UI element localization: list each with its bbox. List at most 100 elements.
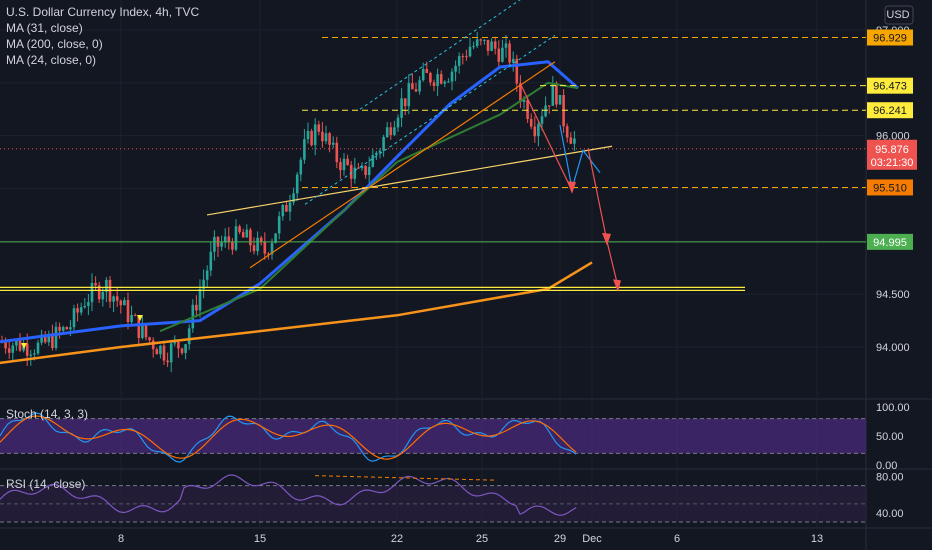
candle-body bbox=[220, 242, 223, 247]
candle-body bbox=[61, 327, 65, 331]
candle-body bbox=[303, 139, 306, 160]
candle-body bbox=[33, 353, 36, 355]
candle-body bbox=[162, 345, 166, 361]
candle-body bbox=[551, 83, 555, 106]
ma31-legend[interactable]: MA (31, close) bbox=[6, 21, 83, 35]
rsi-line bbox=[0, 474, 577, 516]
candle-body bbox=[432, 82, 436, 86]
projection-line bbox=[559, 124, 601, 189]
price-tag-bg bbox=[867, 179, 913, 196]
candle-body bbox=[357, 167, 360, 169]
candle-body bbox=[241, 232, 245, 238]
candle-body bbox=[115, 296, 119, 301]
candle-body bbox=[522, 99, 526, 102]
candle-body bbox=[11, 345, 15, 353]
candle-body bbox=[54, 326, 58, 349]
price-tag-bg bbox=[867, 102, 913, 119]
candle-body bbox=[544, 105, 547, 117]
candle-body bbox=[177, 342, 180, 349]
candle-body bbox=[349, 164, 353, 179]
ma200-legend[interactable]: MA (200, close, 0) bbox=[6, 37, 103, 51]
candle-body bbox=[443, 81, 447, 84]
candle-body bbox=[540, 116, 544, 124]
candle-body bbox=[396, 117, 400, 128]
candle-body bbox=[479, 39, 483, 41]
rsi-label[interactable]: RSI (14, close) bbox=[6, 477, 86, 491]
candle-body bbox=[501, 47, 504, 62]
candle-body bbox=[317, 124, 321, 132]
candle-body bbox=[537, 123, 540, 137]
last-price-tag-bg bbox=[867, 139, 917, 170]
candle-body bbox=[439, 74, 443, 84]
candle-body bbox=[475, 39, 479, 46]
candle-body bbox=[360, 165, 364, 169]
candle-countdown: 03:21:30 bbox=[871, 157, 914, 169]
ma24-legend[interactable]: MA (24, close, 0) bbox=[6, 53, 97, 67]
candle-body bbox=[310, 130, 313, 146]
arrow-head bbox=[613, 279, 621, 293]
candle-body bbox=[180, 348, 184, 353]
candle-body bbox=[144, 325, 148, 338]
candle-body bbox=[277, 216, 281, 234]
candle-body bbox=[457, 56, 461, 66]
candle-body bbox=[385, 127, 389, 138]
candle-body bbox=[256, 237, 259, 252]
candle-body bbox=[569, 137, 573, 144]
candle-body bbox=[454, 65, 457, 72]
candle-body bbox=[184, 344, 187, 353]
candle-body bbox=[331, 142, 335, 145]
candle-body bbox=[515, 58, 519, 84]
candle-body bbox=[555, 83, 558, 105]
price-tag: 96.241 bbox=[873, 105, 907, 117]
stoch-label[interactable]: Stoch (14, 3, 3) bbox=[6, 407, 89, 421]
candle-body bbox=[79, 307, 83, 313]
candle-body bbox=[367, 166, 371, 176]
candle-body bbox=[468, 46, 472, 57]
candle-body bbox=[245, 229, 249, 238]
candle-body bbox=[321, 131, 324, 142]
candle-body bbox=[231, 242, 234, 250]
candle-body bbox=[382, 137, 385, 151]
candle-body bbox=[270, 242, 274, 255]
candle-body bbox=[195, 304, 198, 311]
price-tick: 94.000 bbox=[876, 342, 910, 354]
candle-body bbox=[112, 296, 115, 302]
candle-body bbox=[378, 150, 382, 153]
candle-body bbox=[123, 300, 126, 306]
symbol-title[interactable]: U.S. Dollar Currency Index, 4h, TVC bbox=[6, 5, 200, 19]
candle-body bbox=[400, 98, 403, 118]
time-label: 6 bbox=[674, 533, 680, 545]
candle-body bbox=[202, 279, 205, 289]
time-label: 29 bbox=[554, 533, 566, 545]
rsi-tick: 80.00 bbox=[876, 472, 904, 484]
trendline bbox=[206, 145, 613, 216]
candle-body bbox=[234, 226, 238, 250]
candle-body bbox=[47, 334, 51, 343]
candle-body bbox=[324, 133, 328, 142]
time-label: 15 bbox=[254, 533, 266, 545]
candle-body bbox=[205, 270, 209, 280]
candle-body bbox=[364, 165, 367, 176]
stoch-tick: 50.00 bbox=[876, 431, 904, 443]
time-label: 22 bbox=[391, 533, 403, 545]
candle-body bbox=[281, 204, 285, 217]
price-tag: 94.995 bbox=[873, 237, 907, 249]
channel-line bbox=[359, 0, 521, 110]
candle-body bbox=[493, 41, 497, 49]
candle-body bbox=[267, 253, 270, 255]
candle-body bbox=[187, 328, 191, 345]
candle-body bbox=[407, 83, 411, 107]
price-tag-bg bbox=[867, 77, 913, 94]
ma-line-1 bbox=[0, 261, 593, 365]
candle-body bbox=[227, 236, 231, 243]
candle-body bbox=[166, 360, 169, 363]
price-tag-bg bbox=[867, 29, 913, 46]
candle-body bbox=[450, 71, 454, 82]
candle-body bbox=[526, 99, 529, 119]
candle-body bbox=[461, 56, 465, 58]
candle-body bbox=[429, 72, 432, 83]
candle-body bbox=[465, 56, 468, 58]
time-label: Dec bbox=[582, 533, 602, 545]
candle-body bbox=[263, 241, 267, 254]
